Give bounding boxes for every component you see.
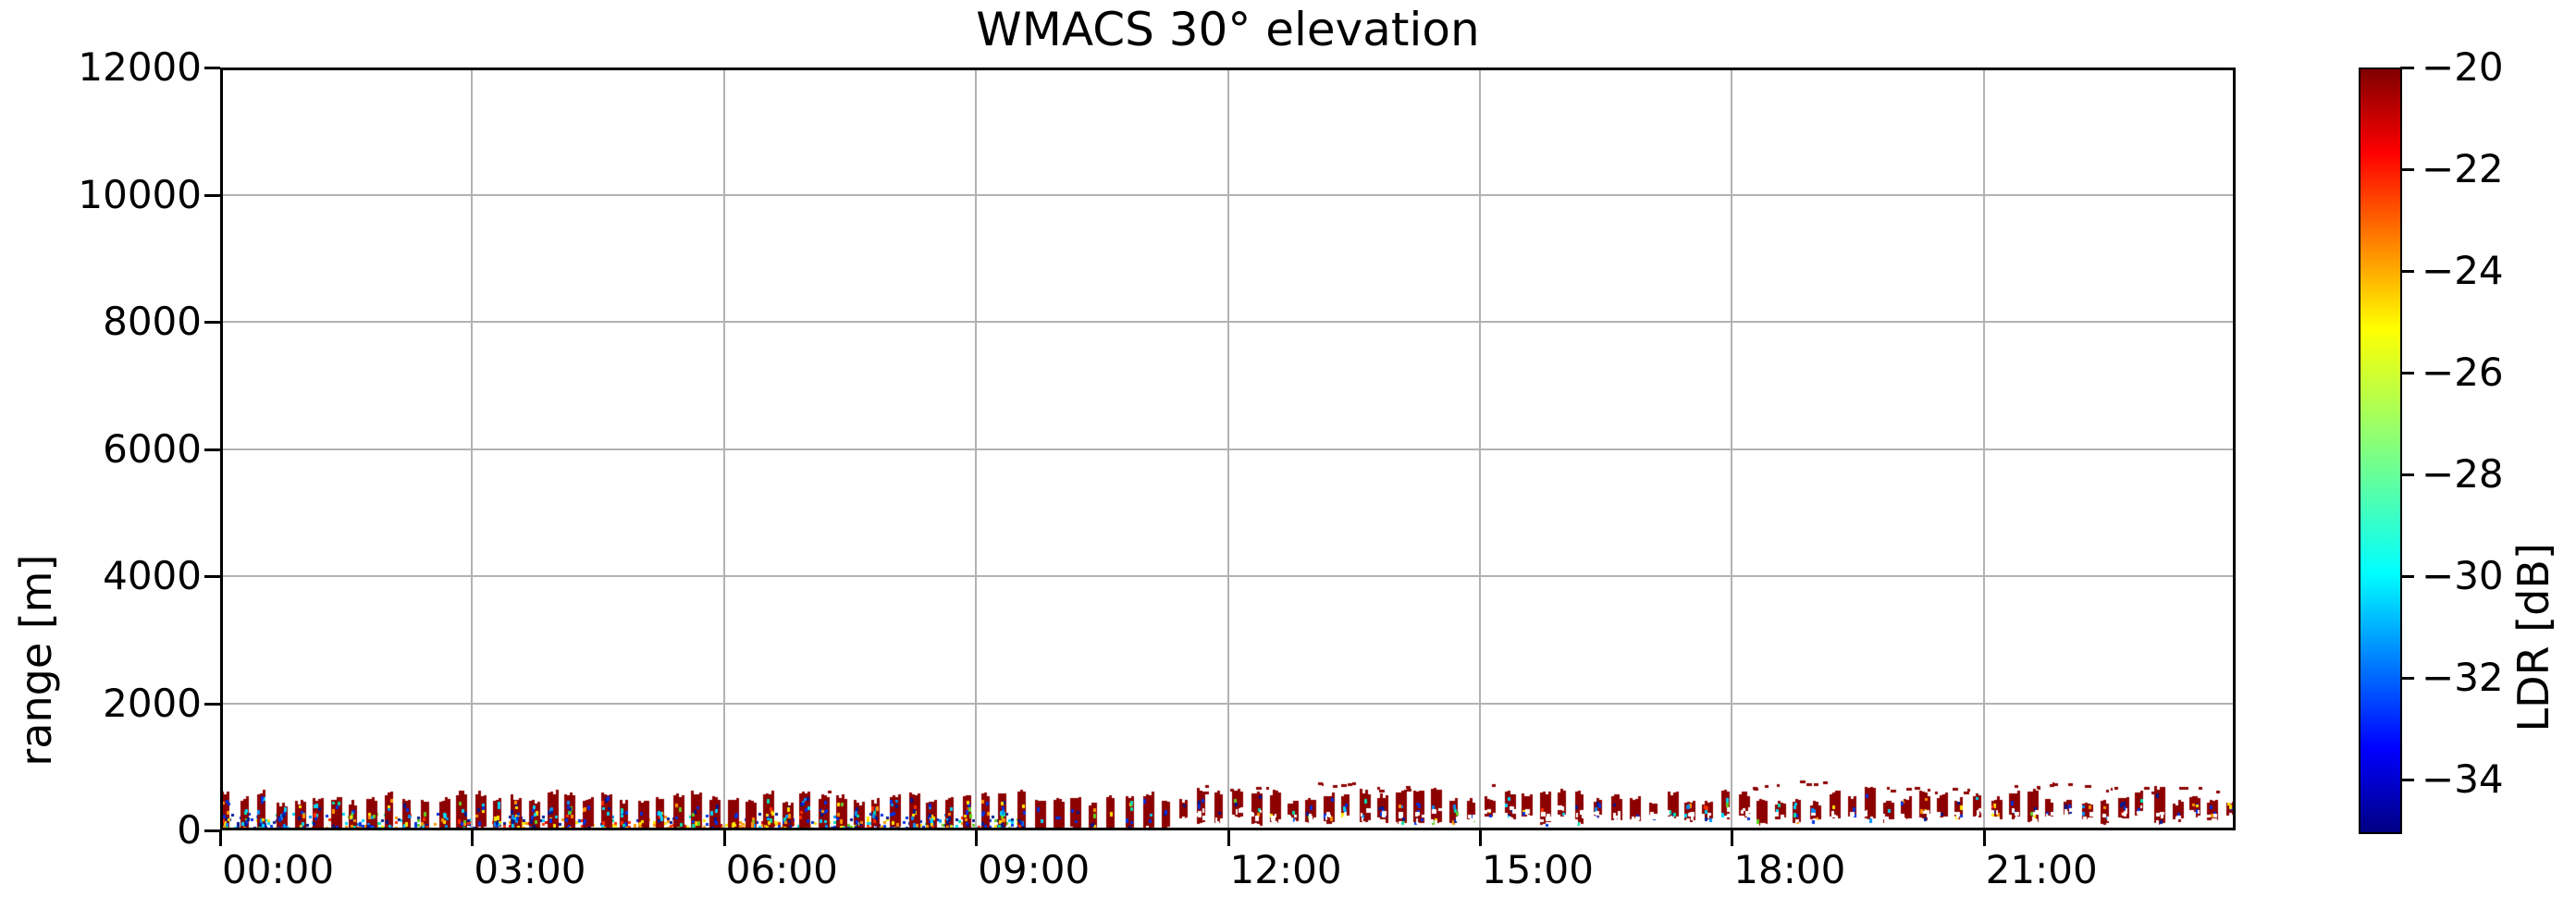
colorbar-tick-mark bbox=[2400, 168, 2414, 171]
x-tick-label: 21:00 bbox=[1985, 847, 2098, 892]
y-tick-mark bbox=[204, 448, 220, 451]
colorbar-tick-label: −20 bbox=[2422, 44, 2504, 90]
horizontal-gridline bbox=[220, 448, 2236, 450]
colorbar-tick-mark bbox=[2400, 270, 2414, 273]
colorbar-tick-label: −26 bbox=[2422, 350, 2504, 395]
horizontal-gridline bbox=[220, 575, 2236, 577]
colorbar-tick-label: −24 bbox=[2422, 248, 2504, 293]
colorbar-tick-label: −28 bbox=[2422, 451, 2504, 497]
y-tick-mark bbox=[204, 321, 220, 324]
y-tick-mark bbox=[204, 575, 220, 578]
x-tick-mark bbox=[1731, 830, 1734, 846]
colorbar-tick-label: −30 bbox=[2422, 553, 2504, 598]
colorbar-tick-label: −34 bbox=[2422, 756, 2504, 802]
colorbar-tick-mark bbox=[2400, 575, 2414, 578]
colorbar-tick-label: −32 bbox=[2422, 655, 2504, 700]
colorbar bbox=[2359, 68, 2402, 834]
colorbar-tick-mark bbox=[2400, 677, 2414, 680]
x-tick-mark bbox=[975, 830, 979, 846]
colorbar-tick-mark bbox=[2400, 779, 2414, 781]
horizontal-gridline bbox=[220, 193, 2236, 196]
x-tick-mark bbox=[1982, 830, 1986, 846]
colorbar-tick-label: −22 bbox=[2422, 146, 2504, 191]
colorbar-tick-mark bbox=[2400, 473, 2414, 476]
colorbar-label: LDR [dB] bbox=[2508, 543, 2558, 732]
x-tick-label: 03:00 bbox=[474, 847, 586, 892]
colorbar-tick-mark bbox=[2400, 67, 2414, 69]
y-tick-label: 12000 bbox=[78, 44, 202, 90]
horizontal-gridline bbox=[220, 321, 2236, 323]
y-tick-label: 10000 bbox=[78, 171, 202, 217]
y-tick-mark bbox=[204, 829, 220, 832]
x-tick-label: 18:00 bbox=[1733, 847, 1846, 892]
plot-frame bbox=[220, 68, 2236, 830]
horizontal-gridline bbox=[220, 702, 2236, 705]
y-tick-mark bbox=[204, 67, 220, 69]
x-tick-label: 06:00 bbox=[725, 847, 838, 892]
x-tick-mark bbox=[471, 830, 475, 846]
x-tick-mark bbox=[722, 830, 726, 846]
y-tick-label: 2000 bbox=[103, 680, 202, 726]
x-tick-mark bbox=[1226, 830, 1230, 846]
x-tick-mark bbox=[219, 830, 222, 846]
x-tick-label: 15:00 bbox=[1481, 847, 1594, 892]
y-tick-label: 0 bbox=[177, 807, 202, 853]
y-tick-mark bbox=[204, 702, 220, 706]
x-tick-label: 00:00 bbox=[222, 847, 335, 892]
y-tick-label: 6000 bbox=[103, 425, 202, 472]
chart-title: WMACS 30° elevation bbox=[976, 3, 1480, 56]
y-tick-mark bbox=[204, 193, 220, 197]
x-tick-mark bbox=[1478, 830, 1482, 846]
y-tick-label: 4000 bbox=[103, 553, 202, 598]
colorbar-tick-mark bbox=[2400, 372, 2414, 375]
y-tick-label: 8000 bbox=[103, 299, 202, 344]
x-tick-label: 12:00 bbox=[1229, 847, 1342, 892]
x-tick-label: 09:00 bbox=[978, 847, 1091, 892]
